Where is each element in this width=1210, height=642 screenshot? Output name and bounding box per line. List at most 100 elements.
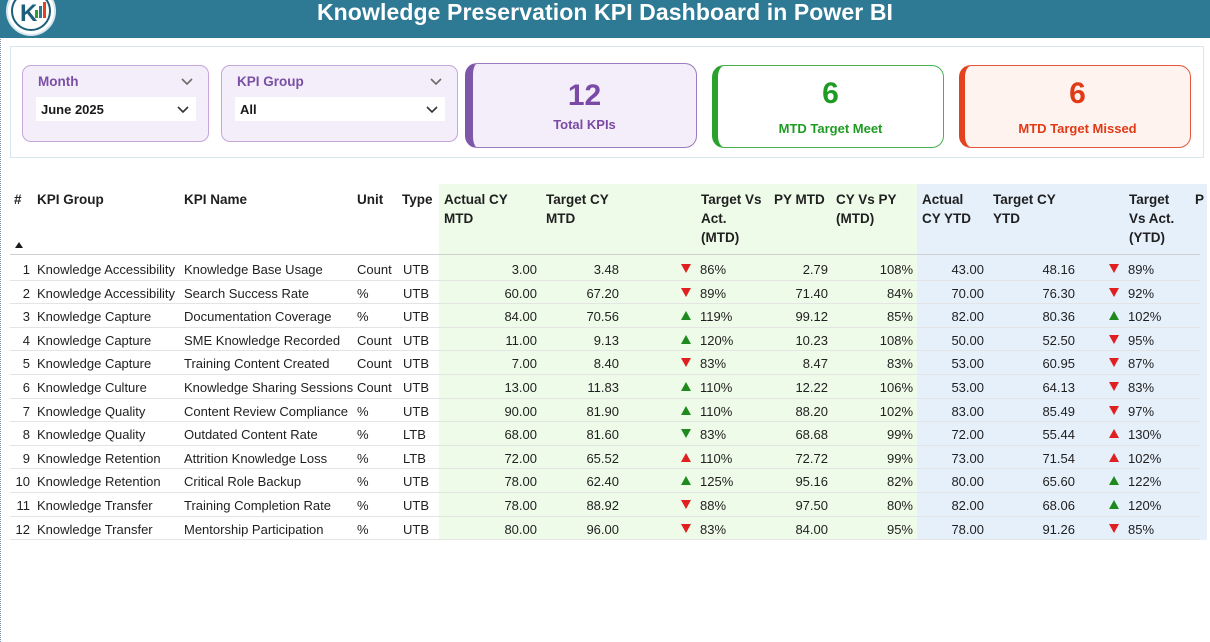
cell-type: UTB	[403, 498, 429, 513]
table-row[interactable]: 3 Knowledge Capture Documentation Coverage…	[10, 304, 1200, 328]
cell-actual-cy-ytd: 78.00	[951, 521, 984, 537]
status-triangle-icon	[681, 429, 691, 439]
kpi-group-slicer-label: KPI Group	[237, 74, 304, 89]
cell-unit: %	[357, 309, 369, 325]
status-triangle-icon	[681, 311, 691, 321]
col-header-py-mtd[interactable]: PY MTD	[774, 192, 825, 207]
cell-kpi-name: Training Completion Rate	[184, 498, 331, 513]
table-row[interactable]: 5 Knowledge Capture Training Content Creat…	[10, 351, 1200, 375]
col-header-actual-cy-ytd[interactable]: Actual CY YTD	[922, 192, 972, 226]
cell-unit: %	[357, 450, 369, 466]
col-header-unit[interactable]: Unit	[357, 192, 384, 207]
cell-unit: %	[357, 498, 369, 513]
cell-target-cy-ytd: 64.13	[1042, 380, 1075, 395]
col-header-target-vs-act-mtd[interactable]: Target Vs Act. (MTD)	[701, 192, 762, 245]
cell-unit: Count	[357, 356, 392, 372]
cell-unit: Count	[357, 380, 392, 395]
table-row[interactable]: 2 Knowledge Accessibility Search Success R…	[10, 281, 1200, 305]
mtd-target-missed-card: 6 MTD Target Missed	[959, 65, 1191, 148]
month-dropdown[interactable]: June 2025	[36, 97, 196, 121]
cell-target-cy-ytd: 85.49	[1042, 403, 1075, 419]
cell-target-cy-ytd: 55.44	[1042, 427, 1075, 443]
cell-target-cy-ytd: 65.60	[1042, 474, 1075, 490]
mtd-target-meet-card: 6 MTD Target Meet	[712, 65, 944, 148]
cell-type: UTB	[403, 332, 429, 348]
cell-target-cy-mtd: 11.83	[587, 380, 619, 395]
col-header-target-cy-mtd[interactable]: Target CY MTD	[546, 192, 609, 226]
col-header-number[interactable]: #	[14, 192, 22, 207]
cell-actual-cy-ytd: 43.00	[951, 262, 984, 277]
cell-actual-cy-mtd: 7.00	[511, 356, 537, 372]
cell-target-vs-act-mtd: 110%	[700, 403, 733, 419]
kpi-group-dropdown[interactable]: All	[235, 97, 445, 121]
mtd-target-missed-value: 6	[1069, 77, 1086, 110]
table-row[interactable]: 12 Knowledge Transfer Mentorship Participa…	[10, 517, 1200, 541]
cell-target-vs-act-ytd: 95%	[1128, 332, 1155, 348]
cell-kpi-group: Knowledge Capture	[37, 309, 152, 325]
cell-actual-cy-ytd: 82.00	[951, 498, 984, 513]
table-row[interactable]: 11 Knowledge Transfer Training Completion …	[10, 493, 1200, 517]
col-header-kpi-group[interactable]: KPI Group	[37, 192, 104, 207]
logo-icon: K	[6, 0, 56, 36]
ytd-column-band	[917, 184, 1207, 540]
chevron-down-icon[interactable]	[425, 102, 439, 116]
mtd-target-meet-label: MTD Target Meet	[778, 121, 883, 136]
cell-target-cy-ytd: 60.95	[1042, 356, 1075, 372]
table-row[interactable]: 6 Knowledge Culture Knowledge Sharing Sess…	[10, 375, 1200, 399]
cell-kpi-name: Attrition Knowledge Loss	[184, 450, 328, 466]
table-row[interactable]: 8 Knowledge Quality Outdated Content Rate%…	[10, 422, 1200, 446]
col-header-type[interactable]: Type	[402, 192, 433, 207]
cell-py-mtd: 88.20	[795, 403, 828, 419]
col-header-cy-vs-py-mtd[interactable]: CY Vs PY (MTD)	[836, 192, 897, 226]
col-header-target-cy-ytd[interactable]: Target CY YTD	[993, 192, 1056, 226]
cell-kpi-group: Knowledge Capture	[37, 332, 152, 348]
table-row[interactable]: 10 Knowledge Retention Critical Role Backu…	[10, 469, 1200, 493]
cell-kpi-name: Mentorship Participation	[184, 521, 324, 537]
cell-target-cy-mtd: 96.00	[586, 521, 619, 537]
header-divider	[10, 254, 1200, 255]
cell-kpi-name: Training Content Created	[184, 356, 330, 372]
chevron-down-icon[interactable]	[176, 102, 190, 116]
cell-kpi-name: Knowledge Sharing Sessions	[184, 380, 354, 395]
cell-number: 11	[16, 498, 31, 513]
cell-number: 3	[22, 309, 30, 325]
kpi-group-slicer[interactable]: KPI Group All	[221, 65, 458, 142]
cell-target-cy-mtd: 81.60	[586, 427, 619, 443]
cell-target-cy-ytd: 68.06	[1042, 498, 1075, 513]
cell-actual-cy-mtd: 13.00	[504, 380, 537, 395]
sort-ascending-icon[interactable]	[15, 242, 23, 248]
cell-py-mtd: 68.68	[795, 427, 828, 443]
col-header-target-vs-act-ytd[interactable]: Target Vs Act. (YTD)	[1129, 192, 1175, 245]
kpi-table[interactable]: # KPI Group KPI Name Unit Type Actual CY…	[10, 184, 1210, 544]
status-triangle-icon	[681, 452, 691, 462]
cell-unit: %	[357, 474, 369, 490]
cell-kpi-group: Knowledge Retention	[37, 474, 161, 490]
col-header-truncated[interactable]: P	[1195, 192, 1205, 207]
mtd-column-band	[439, 184, 917, 540]
cell-actual-cy-mtd: 60.00	[504, 285, 537, 301]
col-header-actual-cy-mtd[interactable]: Actual CY MTD	[444, 192, 508, 226]
chevron-down-icon[interactable]	[180, 74, 194, 88]
cell-target-vs-act-mtd: 83%	[700, 356, 727, 372]
cell-actual-cy-ytd: 72.00	[951, 427, 984, 443]
table-row[interactable]: 9 Knowledge Retention Attrition Knowledge …	[10, 446, 1200, 470]
cell-type: LTB	[403, 427, 426, 443]
cell-actual-cy-ytd: 82.00	[951, 309, 984, 325]
cell-py-mtd: 95.16	[795, 474, 828, 490]
cell-cy-vs-py-mtd: 95%	[886, 521, 913, 537]
table-row[interactable]: 1 Knowledge Accessibility Knowledge Base U…	[10, 257, 1200, 281]
col-header-kpi-name[interactable]: KPI Name	[184, 192, 248, 207]
kpi-group-dropdown-value: All	[240, 101, 257, 117]
table-row[interactable]: 7 Knowledge Quality Content Review Complia…	[10, 399, 1200, 423]
cell-target-cy-mtd: 65.52	[586, 450, 619, 466]
cell-unit: %	[357, 285, 369, 301]
cell-actual-cy-mtd: 68.00	[504, 427, 537, 443]
cell-target-cy-mtd: 9.13	[593, 332, 619, 348]
cell-cy-vs-py-mtd: 108%	[879, 262, 913, 277]
cell-kpi-group: Knowledge Transfer	[37, 498, 153, 513]
month-slicer[interactable]: Month June 2025	[22, 65, 209, 142]
status-triangle-icon	[681, 334, 691, 344]
chevron-down-icon[interactable]	[429, 74, 443, 88]
table-row[interactable]: 4 Knowledge Capture SME Knowledge Recorded…	[10, 328, 1200, 352]
